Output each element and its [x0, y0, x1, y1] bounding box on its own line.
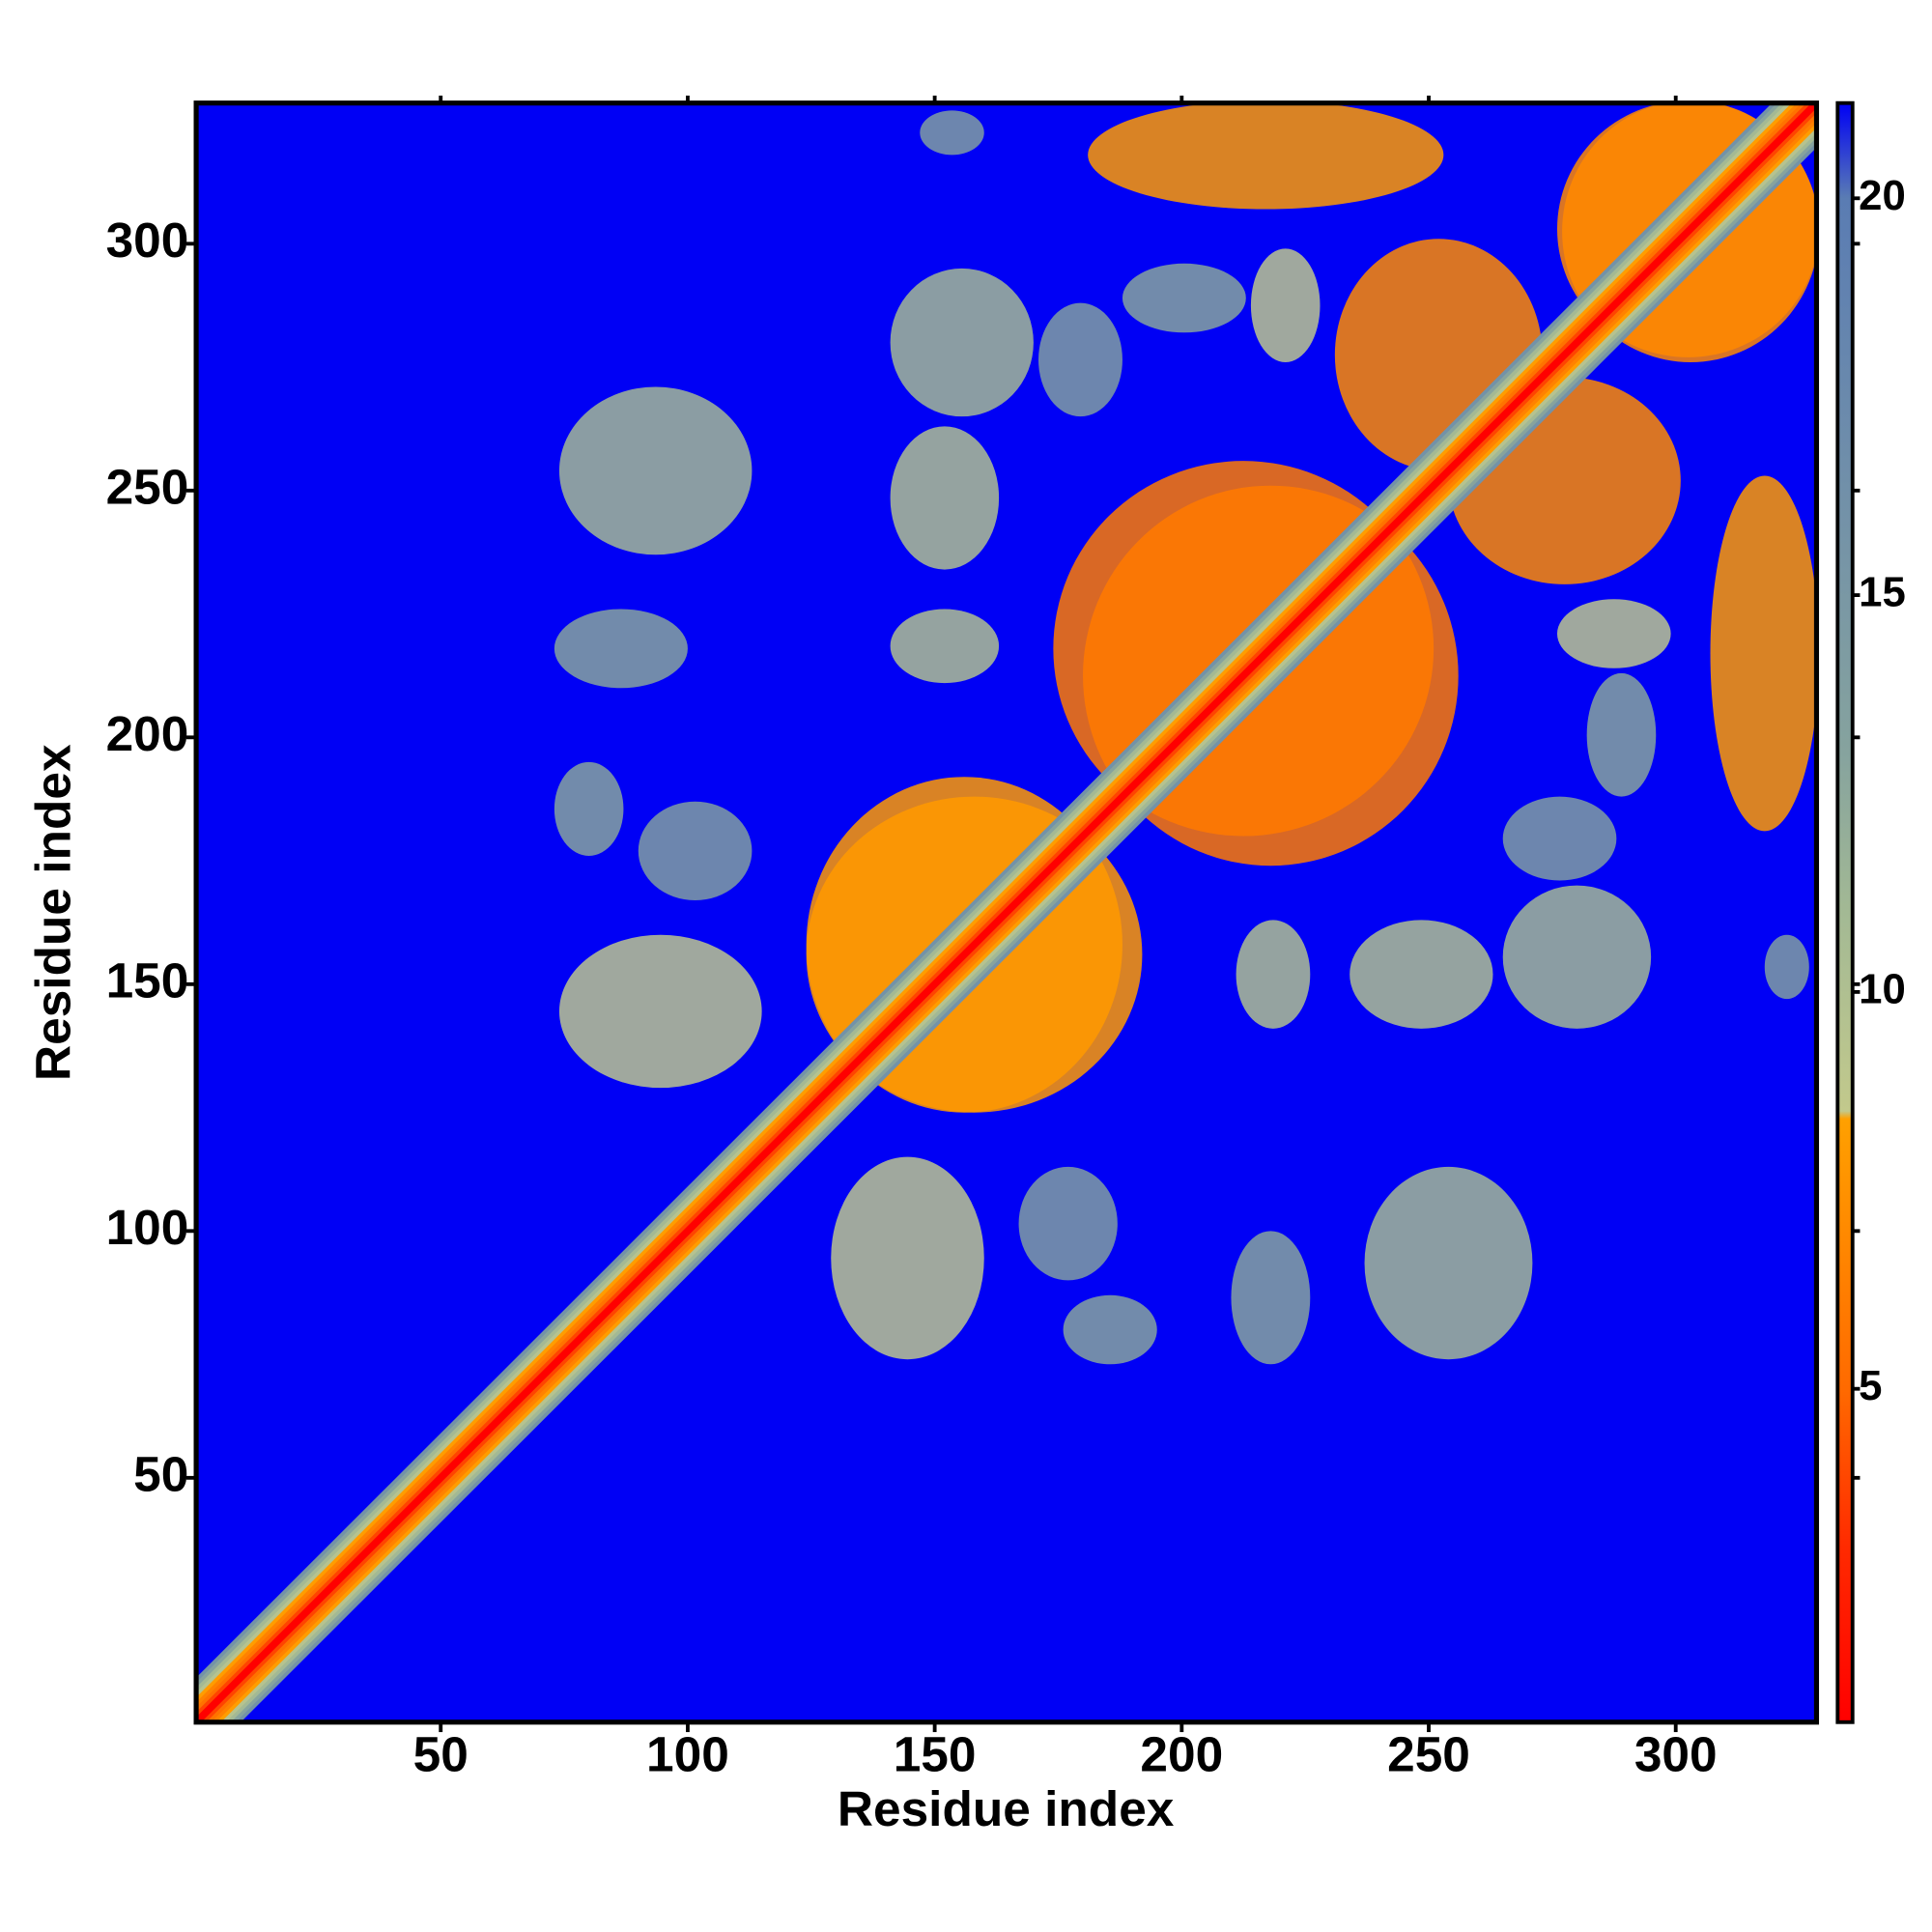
x-tick-label: 300	[1634, 1726, 1718, 1782]
y-tick-label: 250	[106, 458, 189, 514]
colorbar-tick-label: 10	[1859, 965, 1906, 1012]
x-axis-label: Residue index	[838, 1780, 1175, 1836]
contact-patch	[1231, 1231, 1311, 1365]
x-tick-label: 100	[646, 1726, 729, 1782]
x-tick-label: 250	[1387, 1726, 1470, 1782]
plot-frame	[193, 100, 1820, 1725]
contact-patch	[1038, 302, 1122, 417]
y-tick-label: 100	[106, 1199, 189, 1255]
contact-patch	[920, 110, 984, 156]
contact-patch	[1018, 1166, 1118, 1281]
diagonal-band	[196, 102, 1817, 1722]
colorbar	[1835, 100, 1855, 1724]
contact-patch	[1556, 599, 1671, 668]
y-axis-label: Residue index	[25, 744, 81, 1081]
colorbar-tick-label: 5	[1859, 1362, 1882, 1409]
contact-patch	[1236, 920, 1311, 1029]
contact-patch	[890, 268, 1034, 417]
y-tick-label: 200	[106, 705, 189, 761]
contact-patch	[1088, 102, 1444, 210]
contact-patch	[1250, 248, 1321, 362]
contact-patch	[638, 801, 753, 900]
y-tick-label: 150	[106, 952, 189, 1008]
contact-patch	[1364, 1166, 1533, 1360]
heatmap	[196, 102, 1817, 1722]
colorbar-tick-label: 15	[1859, 569, 1906, 616]
contact-patch	[558, 386, 753, 555]
contact-patch	[1122, 263, 1246, 333]
contact-patch	[1350, 920, 1493, 1029]
contact-patch	[890, 609, 1000, 684]
contact-patch	[554, 609, 688, 689]
contact-patch	[831, 1156, 984, 1360]
x-tick-label: 50	[413, 1726, 469, 1782]
x-tick-label: 200	[1140, 1726, 1223, 1782]
colorbar-tick-label: 20	[1859, 172, 1906, 219]
contact-patch	[1502, 796, 1617, 881]
contact-patch	[558, 934, 762, 1089]
contact-patch	[554, 761, 624, 856]
contact-patch	[1764, 934, 1809, 1000]
contact-patch	[1586, 672, 1657, 797]
contact-patch	[890, 426, 1000, 570]
contact-patch	[1063, 1294, 1157, 1365]
x-tick-label: 150	[894, 1726, 977, 1782]
y-tick-label: 300	[106, 212, 189, 268]
contact-patch	[1710, 475, 1817, 832]
contact-patch	[1502, 885, 1652, 1029]
y-tick-label: 50	[133, 1445, 188, 1501]
